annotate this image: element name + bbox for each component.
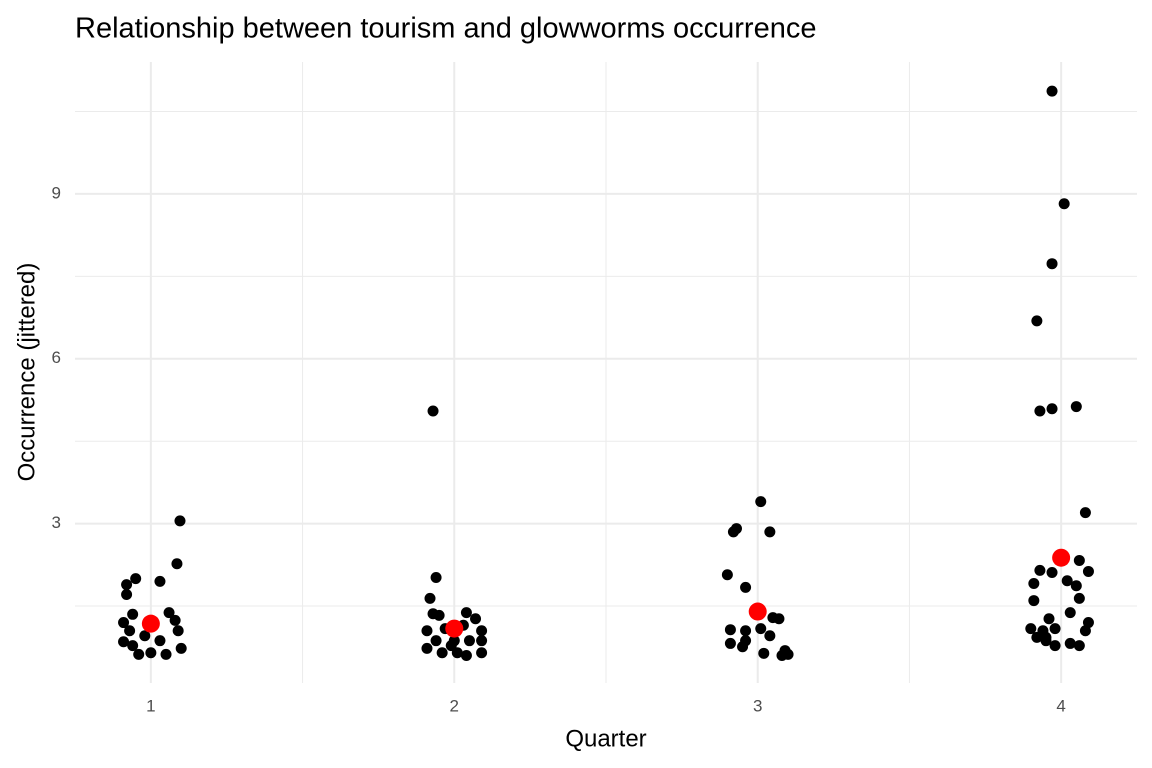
data-point — [1070, 401, 1082, 413]
data-point — [121, 579, 133, 591]
data-point — [1058, 198, 1070, 210]
data-point — [133, 648, 145, 660]
x-axis-label: Quarter — [565, 725, 646, 752]
data-point — [424, 592, 436, 604]
data-point — [1082, 617, 1094, 629]
data-point — [421, 625, 433, 637]
data-point — [1031, 631, 1043, 643]
data-point — [755, 496, 767, 508]
data-point — [721, 569, 733, 581]
mean-point — [748, 602, 767, 621]
data-point — [1070, 580, 1082, 592]
x-tick-label: 3 — [753, 696, 762, 715]
data-point — [1046, 85, 1058, 97]
data-point — [427, 405, 439, 417]
data-point — [1049, 640, 1061, 652]
data-point — [1025, 623, 1037, 635]
data-point — [154, 635, 166, 647]
data-point — [1034, 405, 1046, 417]
data-point — [124, 625, 136, 637]
data-point — [1073, 640, 1085, 652]
data-point — [773, 613, 785, 625]
data-point — [1040, 635, 1052, 647]
data-point — [1079, 625, 1091, 637]
data-point — [460, 650, 472, 662]
data-point — [145, 647, 157, 659]
data-point — [127, 640, 139, 652]
data-point — [1028, 578, 1040, 590]
data-point — [430, 571, 442, 583]
data-point — [1064, 607, 1076, 619]
data-point — [1028, 595, 1040, 607]
data-point — [1049, 623, 1061, 635]
data-point — [1043, 613, 1055, 625]
data-point — [175, 642, 187, 654]
data-point — [724, 624, 736, 636]
grid — [75, 62, 1137, 683]
data-point — [1034, 564, 1046, 576]
data-point — [169, 614, 181, 626]
y-tick-label: 9 — [52, 183, 61, 202]
data-point — [755, 623, 767, 635]
data-point — [121, 589, 133, 601]
data-point — [463, 635, 475, 647]
data-point — [1061, 575, 1073, 587]
data-point — [1064, 637, 1076, 649]
data-point — [776, 650, 788, 662]
data-point — [476, 647, 488, 659]
data-point — [476, 635, 488, 647]
data-point — [451, 647, 463, 659]
data-point — [130, 573, 142, 585]
data-point — [433, 609, 445, 621]
data-point — [1046, 403, 1058, 415]
data-point — [118, 617, 130, 629]
data-point — [445, 640, 457, 652]
data-point — [730, 523, 742, 535]
data-point — [1046, 258, 1058, 270]
data-point — [171, 558, 183, 570]
x-tick-label: 2 — [450, 696, 459, 715]
data-point — [430, 635, 442, 647]
data-point — [1046, 567, 1058, 579]
x-tick-label: 1 — [146, 696, 155, 715]
mean-point — [141, 614, 160, 633]
data-point — [421, 642, 433, 654]
data-point — [160, 648, 172, 660]
data-point — [724, 637, 736, 649]
x-tick-label: 4 — [1056, 696, 1065, 715]
data-point — [139, 630, 151, 642]
data-point — [172, 625, 184, 637]
mean-point — [445, 619, 464, 638]
data-point — [1031, 315, 1043, 327]
data-point — [764, 526, 776, 538]
y-axis-label: Occurrence (jittered) — [13, 263, 40, 482]
data-point — [764, 630, 776, 642]
chart-title: Relationship between tourism and glowwor… — [75, 13, 816, 45]
y-tick-label: 3 — [52, 513, 61, 532]
data-point — [1073, 554, 1085, 566]
data-point — [174, 515, 186, 527]
y-tick-label: 6 — [52, 348, 61, 367]
data-point — [127, 608, 139, 620]
data-point — [737, 641, 749, 653]
data-point — [1073, 592, 1085, 604]
data-point — [460, 607, 472, 619]
data-point — [154, 575, 166, 587]
mean-point — [1052, 548, 1071, 567]
data-point — [1079, 507, 1091, 519]
data-point — [758, 647, 770, 659]
data-point — [1082, 565, 1094, 577]
data-point — [740, 581, 752, 593]
data-point — [740, 625, 752, 637]
data-point — [436, 647, 448, 659]
data-point — [470, 613, 482, 625]
data-point — [163, 607, 175, 619]
data-point — [118, 636, 130, 648]
data-point — [476, 625, 488, 637]
